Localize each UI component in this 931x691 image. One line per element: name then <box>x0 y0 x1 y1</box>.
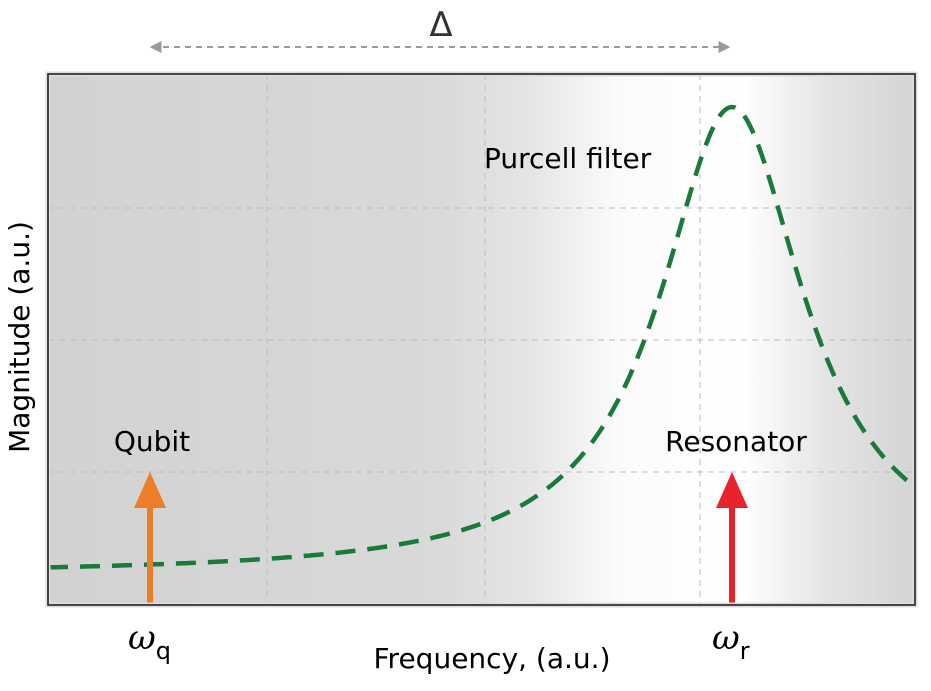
qubit-arrow-head <box>134 472 166 508</box>
filter-label: Purcell filter <box>484 142 652 175</box>
detuning-label: Δ <box>429 5 452 45</box>
resonator-arrow-head <box>716 472 748 508</box>
resonator-label: Resonator <box>665 425 807 458</box>
qubit-frequency-symbol: ω <box>128 618 156 658</box>
qubit-arrow <box>134 472 166 603</box>
resonator-frequency-symbol: ω <box>712 618 740 658</box>
x-axis-label: Frequency, (a.u.) <box>373 642 610 675</box>
resonator-frequency-subscript: r <box>740 637 750 665</box>
y-axis-label: Magnitude (a.u.) <box>3 221 36 453</box>
resonator-frequency-label: ωr <box>712 618 750 665</box>
qubit-frequency-subscript: q <box>156 637 171 665</box>
resonator-arrow <box>716 472 748 603</box>
qubit-frequency-label: ωq <box>128 618 171 665</box>
plot-frame-inner <box>47 73 916 606</box>
qubit-label: Qubit <box>114 425 190 458</box>
purcell-filter-curve <box>47 104 917 570</box>
